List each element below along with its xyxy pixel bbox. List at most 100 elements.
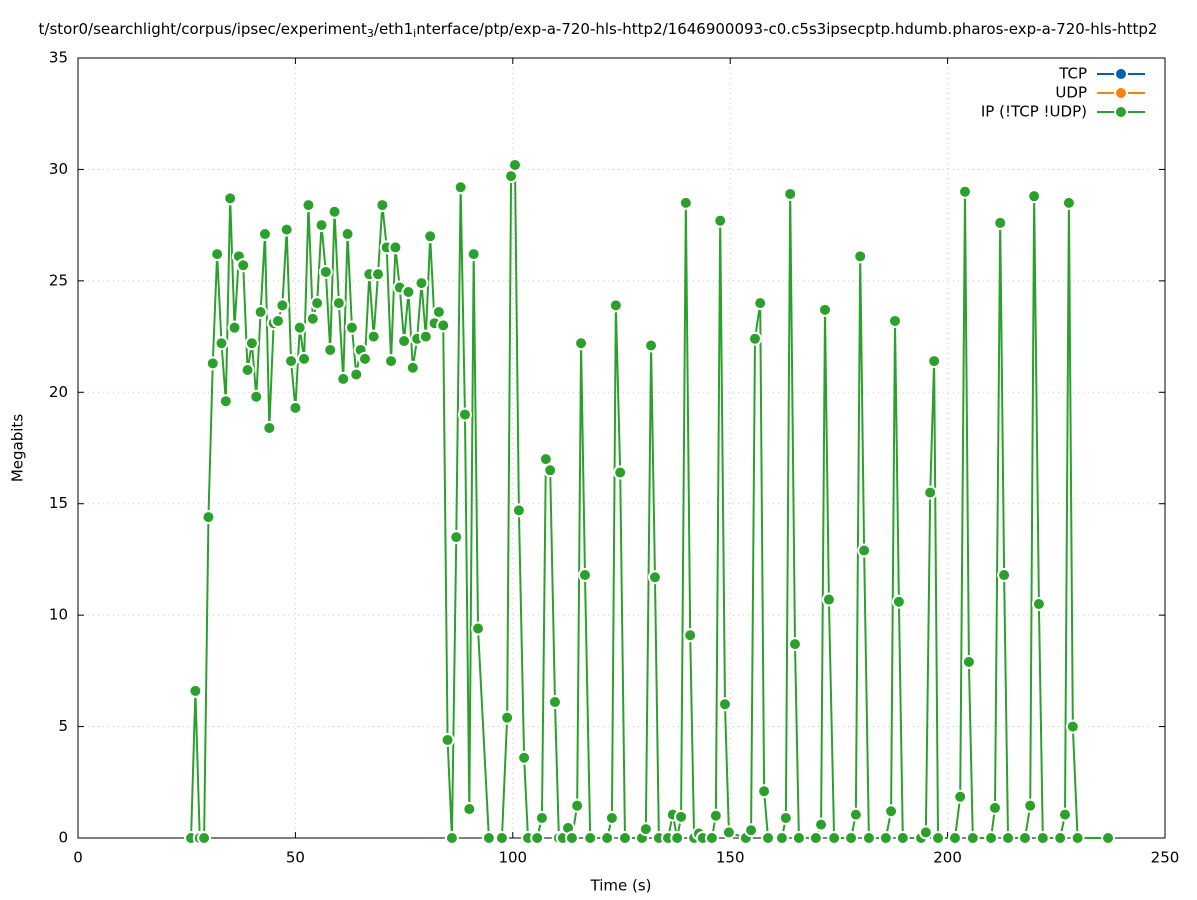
data-point	[570, 798, 585, 813]
data-point	[500, 710, 515, 725]
data-point	[927, 354, 942, 369]
data-point	[604, 810, 619, 825]
data-point	[301, 198, 316, 213]
data-point	[227, 320, 242, 335]
legend-label: IP (!TCP !UDP)	[981, 103, 1087, 121]
x-tick-label: 200	[933, 849, 962, 867]
data-point	[375, 198, 390, 213]
y-tick-label: 5	[58, 717, 68, 735]
data-point	[577, 568, 592, 583]
data-point	[310, 296, 325, 311]
data-point	[931, 831, 946, 845]
x-tick-label: 50	[286, 849, 305, 867]
data-point	[844, 831, 859, 845]
data-point	[423, 229, 438, 244]
data-point	[366, 329, 381, 344]
data-point	[240, 363, 255, 377]
data-point	[704, 831, 719, 845]
data-point	[292, 320, 307, 335]
data-point	[547, 695, 562, 710]
data-point	[670, 831, 685, 845]
data-point	[674, 809, 689, 824]
data-point	[444, 831, 459, 845]
data-point	[861, 831, 876, 845]
title-subscript: i	[413, 27, 416, 40]
data-point	[223, 191, 238, 206]
chart-title: t/stor0/searchlight/corpus/ipsec/experim…	[39, 20, 1158, 41]
data-point	[1065, 719, 1080, 734]
data-point	[608, 298, 623, 313]
y-tick-label: 30	[49, 160, 68, 178]
data-point	[253, 305, 268, 320]
data-point	[336, 371, 351, 386]
legend-label: UDP	[1055, 84, 1087, 102]
title-subscript: 3	[367, 27, 374, 40]
y-axis-label: Megabits	[9, 414, 27, 482]
data-point	[218, 394, 233, 409]
data-point	[288, 400, 303, 415]
x-axis-label: Time (s)	[590, 877, 652, 895]
data-point	[778, 810, 793, 825]
data-point	[466, 247, 481, 262]
data-point	[613, 465, 628, 480]
data-point	[305, 311, 320, 326]
data-point	[753, 296, 768, 311]
data-point	[814, 817, 829, 832]
data-point	[817, 302, 832, 317]
data-point	[257, 227, 272, 242]
data-point	[1031, 597, 1046, 611]
data-point	[638, 822, 653, 837]
data-point	[957, 184, 972, 199]
data-point	[188, 683, 203, 698]
data-point	[262, 420, 277, 435]
data-point	[1035, 831, 1050, 845]
data-point	[821, 592, 836, 607]
data-point	[857, 543, 872, 558]
data-point	[1027, 189, 1042, 204]
data-point	[708, 808, 723, 823]
data-point	[647, 570, 662, 585]
data-point	[918, 825, 933, 840]
data-point	[1101, 831, 1116, 845]
data-point	[414, 276, 429, 291]
data-point	[953, 789, 968, 804]
legend-label: TCP	[1058, 65, 1087, 83]
data-point	[453, 180, 468, 195]
data-point	[297, 351, 312, 366]
data-point	[481, 831, 496, 845]
data-point	[878, 831, 893, 845]
data-point	[344, 320, 359, 335]
data-point	[236, 258, 251, 273]
data-point	[993, 215, 1008, 230]
data-point	[853, 249, 868, 264]
data-point	[600, 831, 615, 845]
y-tick-label: 25	[49, 271, 68, 289]
data-point	[471, 621, 486, 636]
data-point	[891, 594, 906, 609]
data-point	[401, 285, 416, 299]
data-point	[644, 338, 659, 353]
legend-marker	[1114, 105, 1128, 119]
data-point	[314, 218, 329, 233]
data-point	[744, 823, 759, 838]
data-point	[271, 313, 286, 328]
data-point	[517, 750, 532, 765]
x-tick-label: 250	[1151, 849, 1180, 867]
x-tick-label: 150	[716, 849, 745, 867]
title-part: t/stor0/searchlight/corpus/ipsec/experim…	[39, 20, 367, 38]
data-point	[1070, 831, 1085, 845]
data-point	[323, 342, 338, 357]
legend-marker	[1114, 67, 1128, 81]
data-point	[440, 732, 455, 747]
data-point	[827, 831, 842, 845]
data-point	[923, 485, 938, 500]
data-point	[947, 831, 962, 845]
data-point	[757, 784, 772, 799]
data-point	[808, 831, 823, 845]
data-point	[761, 831, 776, 845]
data-point	[783, 186, 798, 201]
data-point	[201, 510, 216, 525]
data-point	[384, 354, 399, 369]
